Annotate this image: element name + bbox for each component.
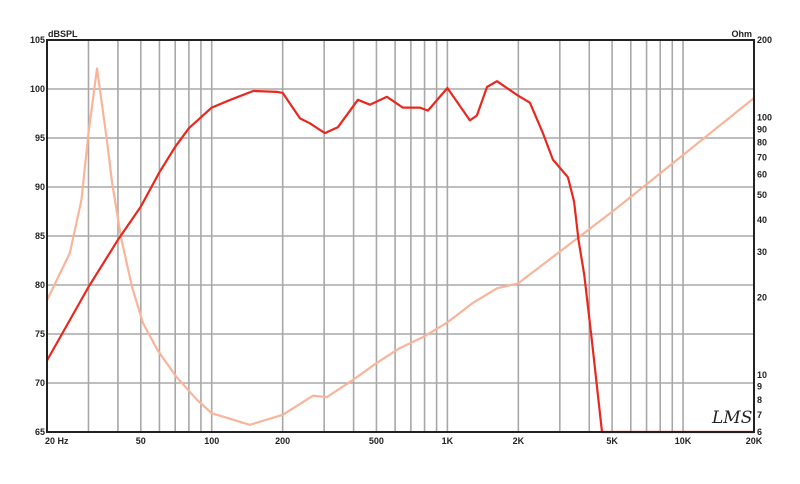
grid bbox=[47, 40, 754, 432]
y2-tick-label: 80 bbox=[757, 137, 767, 147]
x-tick-label: 200 bbox=[275, 436, 290, 446]
y-axis-label: dBSPL bbox=[48, 29, 78, 39]
lms-logo: LMS bbox=[711, 408, 752, 428]
x-tick-label: 1K bbox=[442, 436, 454, 446]
x-tick-label: 100 bbox=[204, 436, 219, 446]
x-tick-label: 10K bbox=[675, 436, 692, 446]
y2-tick-label: 9 bbox=[757, 382, 762, 392]
plot-frame bbox=[46, 39, 755, 433]
y2-tick-label: 50 bbox=[757, 190, 767, 200]
y2-tick-label: 90 bbox=[757, 124, 767, 134]
x-tick-label: 2K bbox=[513, 436, 525, 446]
x-tick-label: 500 bbox=[369, 436, 384, 446]
y-tick-label: 70 bbox=[35, 378, 45, 388]
y-tick-label: 95 bbox=[35, 133, 45, 143]
x-tick-label: 20 Hz bbox=[45, 436, 69, 446]
x-tick-label: 50 bbox=[136, 436, 146, 446]
y-tick-label: 65 bbox=[35, 427, 45, 437]
y2-axis-label: Ohm bbox=[731, 29, 752, 39]
x-tick-label: 20K bbox=[746, 436, 763, 446]
x-tick-label: 5K bbox=[606, 436, 618, 446]
y2-tick-label: 200 bbox=[757, 35, 772, 45]
y-tick-label: 85 bbox=[35, 231, 45, 241]
y2-tick-label: 100 bbox=[757, 112, 772, 122]
y-tick-label: 90 bbox=[35, 182, 45, 192]
series-layer bbox=[46, 67, 755, 434]
y-tick-label: 80 bbox=[35, 280, 45, 290]
y-tick-label: 105 bbox=[30, 35, 45, 45]
y2-tick-label: 40 bbox=[757, 215, 767, 225]
y2-tick-label: 20 bbox=[757, 292, 767, 302]
y-tick-label: 100 bbox=[30, 84, 45, 94]
y2-tick-label: 6 bbox=[757, 427, 762, 437]
impedance-curve bbox=[46, 67, 755, 426]
y2-tick-label: 7 bbox=[757, 410, 762, 420]
y2-tick-label: 60 bbox=[757, 170, 767, 180]
y2-tick-label: 8 bbox=[757, 395, 762, 405]
y2-tick-label: 70 bbox=[757, 152, 767, 162]
spl-curve bbox=[46, 80, 754, 434]
y2-tick-label: 10 bbox=[757, 370, 767, 380]
y2-tick-label: 30 bbox=[757, 247, 767, 257]
y-tick-label: 75 bbox=[35, 329, 45, 339]
tick-labels: 20 Hz 50 100 200 500 1K 2K 5K 10K 20K105100959085… bbox=[30, 35, 772, 446]
